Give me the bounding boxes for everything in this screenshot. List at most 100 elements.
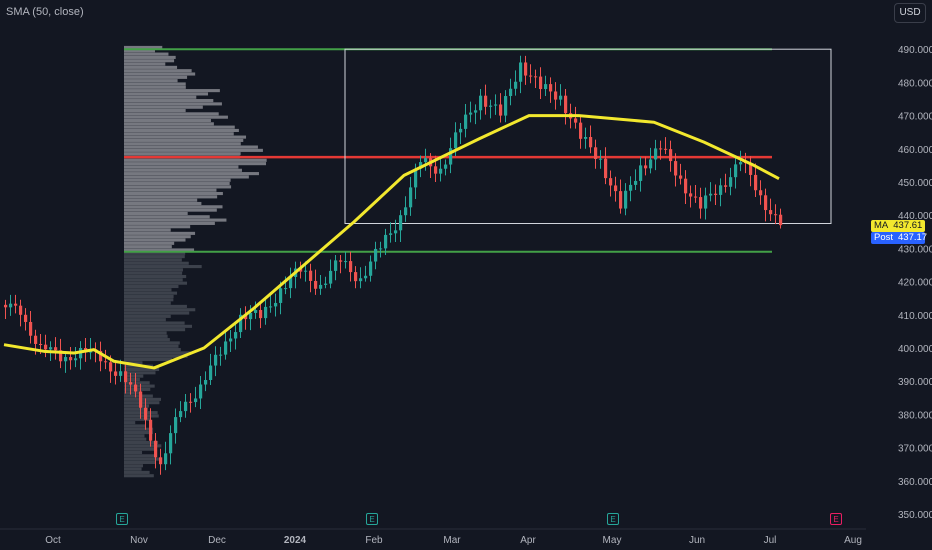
volume-profile-bar <box>124 338 170 342</box>
indicator-label[interactable]: SMA (50, close) <box>6 6 84 18</box>
candle-body <box>729 177 733 187</box>
earnings-icon[interactable]: E <box>830 513 842 525</box>
volume-profile-bar <box>124 231 196 235</box>
candle-body <box>449 148 453 165</box>
candle-body <box>544 84 548 90</box>
candle-body <box>44 344 48 350</box>
y-tick-label: 440.000 <box>898 211 932 222</box>
y-tick-label: 480.000 <box>898 78 932 89</box>
y-tick-label: 450.000 <box>898 178 932 189</box>
candle-body <box>249 312 253 320</box>
volume-profile-bar <box>124 69 192 73</box>
post-tag-value: 437.17 <box>898 232 928 243</box>
volume-profile-bar <box>124 351 191 355</box>
candle-body <box>149 419 153 441</box>
volume-profile-bar <box>124 145 258 149</box>
volume-profile-bar <box>124 377 140 381</box>
x-tick-label: Nov <box>130 535 148 546</box>
candle-body <box>134 384 138 392</box>
volume-profile-bar <box>124 45 163 49</box>
volume-profile-bar <box>124 105 203 109</box>
post-tag-key: Post <box>874 232 894 243</box>
candle-body <box>579 122 583 139</box>
volume-profile-bar <box>124 251 186 255</box>
y-tick-label: 390.000 <box>898 377 932 388</box>
candle-body <box>674 161 678 176</box>
candle-body <box>169 433 173 454</box>
candle-body <box>504 96 508 116</box>
earnings-icon[interactable]: E <box>607 513 619 525</box>
volume-profile-bar <box>124 474 154 478</box>
candle-body <box>99 350 103 362</box>
candle-body <box>509 88 513 97</box>
volume-profile-bar <box>124 172 259 176</box>
y-tick-label: 350.000 <box>898 510 932 521</box>
candle-body <box>524 62 528 76</box>
earnings-icon[interactable]: E <box>116 513 128 525</box>
volume-profile-bar <box>124 82 186 86</box>
volume-profile-bar <box>124 92 209 96</box>
volume-profile-bar <box>124 241 175 245</box>
candle-body <box>329 270 333 284</box>
volume-profile-bar <box>124 444 162 448</box>
candle-body <box>599 158 603 160</box>
candle-body <box>139 391 143 408</box>
volume-profile-bar <box>124 354 188 358</box>
earnings-icon[interactable]: E <box>366 513 378 525</box>
candle-body <box>229 338 233 342</box>
volume-profile-bar <box>124 112 219 116</box>
volume-profile-bar <box>124 85 186 89</box>
candle-body <box>289 276 293 289</box>
candle-body <box>174 417 178 434</box>
range-box <box>344 48 832 225</box>
currency-button[interactable]: USD <box>894 3 926 23</box>
volume-profile-bar <box>124 331 167 335</box>
candle-body <box>64 357 68 362</box>
candle-body <box>304 270 308 272</box>
candle-body <box>114 371 118 376</box>
volume-profile-bar <box>124 407 149 411</box>
candle-body <box>49 347 53 350</box>
volume-profile-bar <box>124 245 172 249</box>
candle-body <box>779 214 783 226</box>
candle-body <box>194 398 198 403</box>
candle-body <box>479 95 483 111</box>
y-tick-label: 420.000 <box>898 278 932 289</box>
volume-profile-bar <box>124 165 239 169</box>
candle-body <box>514 81 518 89</box>
candle-body <box>519 62 523 82</box>
candle-body <box>54 347 58 351</box>
y-tick-label: 470.000 <box>898 112 932 123</box>
candle-body <box>414 168 418 188</box>
volume-profile-bar <box>124 95 197 99</box>
volume-profile-bar <box>124 102 222 106</box>
candle-body <box>464 114 468 129</box>
volume-profile-bar <box>124 52 169 56</box>
volume-profile-bar <box>124 182 230 186</box>
volume-profile-bar <box>124 470 150 474</box>
ma-tag-key: MA <box>874 220 889 231</box>
candle-body <box>709 193 713 196</box>
volume-profile-bar <box>124 301 171 305</box>
candle-body <box>739 162 743 165</box>
candle-body <box>469 112 473 115</box>
volume-profile-bar <box>124 235 191 239</box>
volume-profile-bar <box>124 72 196 76</box>
candle-body <box>669 149 673 162</box>
volume-profile-bar <box>124 208 217 212</box>
volume-profile-bar <box>124 414 159 418</box>
volume-profile-bar <box>124 291 178 295</box>
y-tick-label: 380.000 <box>898 410 932 421</box>
volume-profile-bar <box>124 49 155 53</box>
volume-profile-bar <box>124 434 145 438</box>
volume-profile-bar <box>124 59 175 63</box>
candle-body <box>369 261 373 276</box>
candle-body <box>234 332 238 339</box>
candle-body <box>219 354 223 356</box>
volume-profile-bar <box>124 122 214 126</box>
y-tick-label: 410.000 <box>898 311 932 322</box>
ma-price-tag: MA 437.61 <box>871 220 925 232</box>
candle-body <box>759 190 763 196</box>
candle-body <box>594 147 598 159</box>
